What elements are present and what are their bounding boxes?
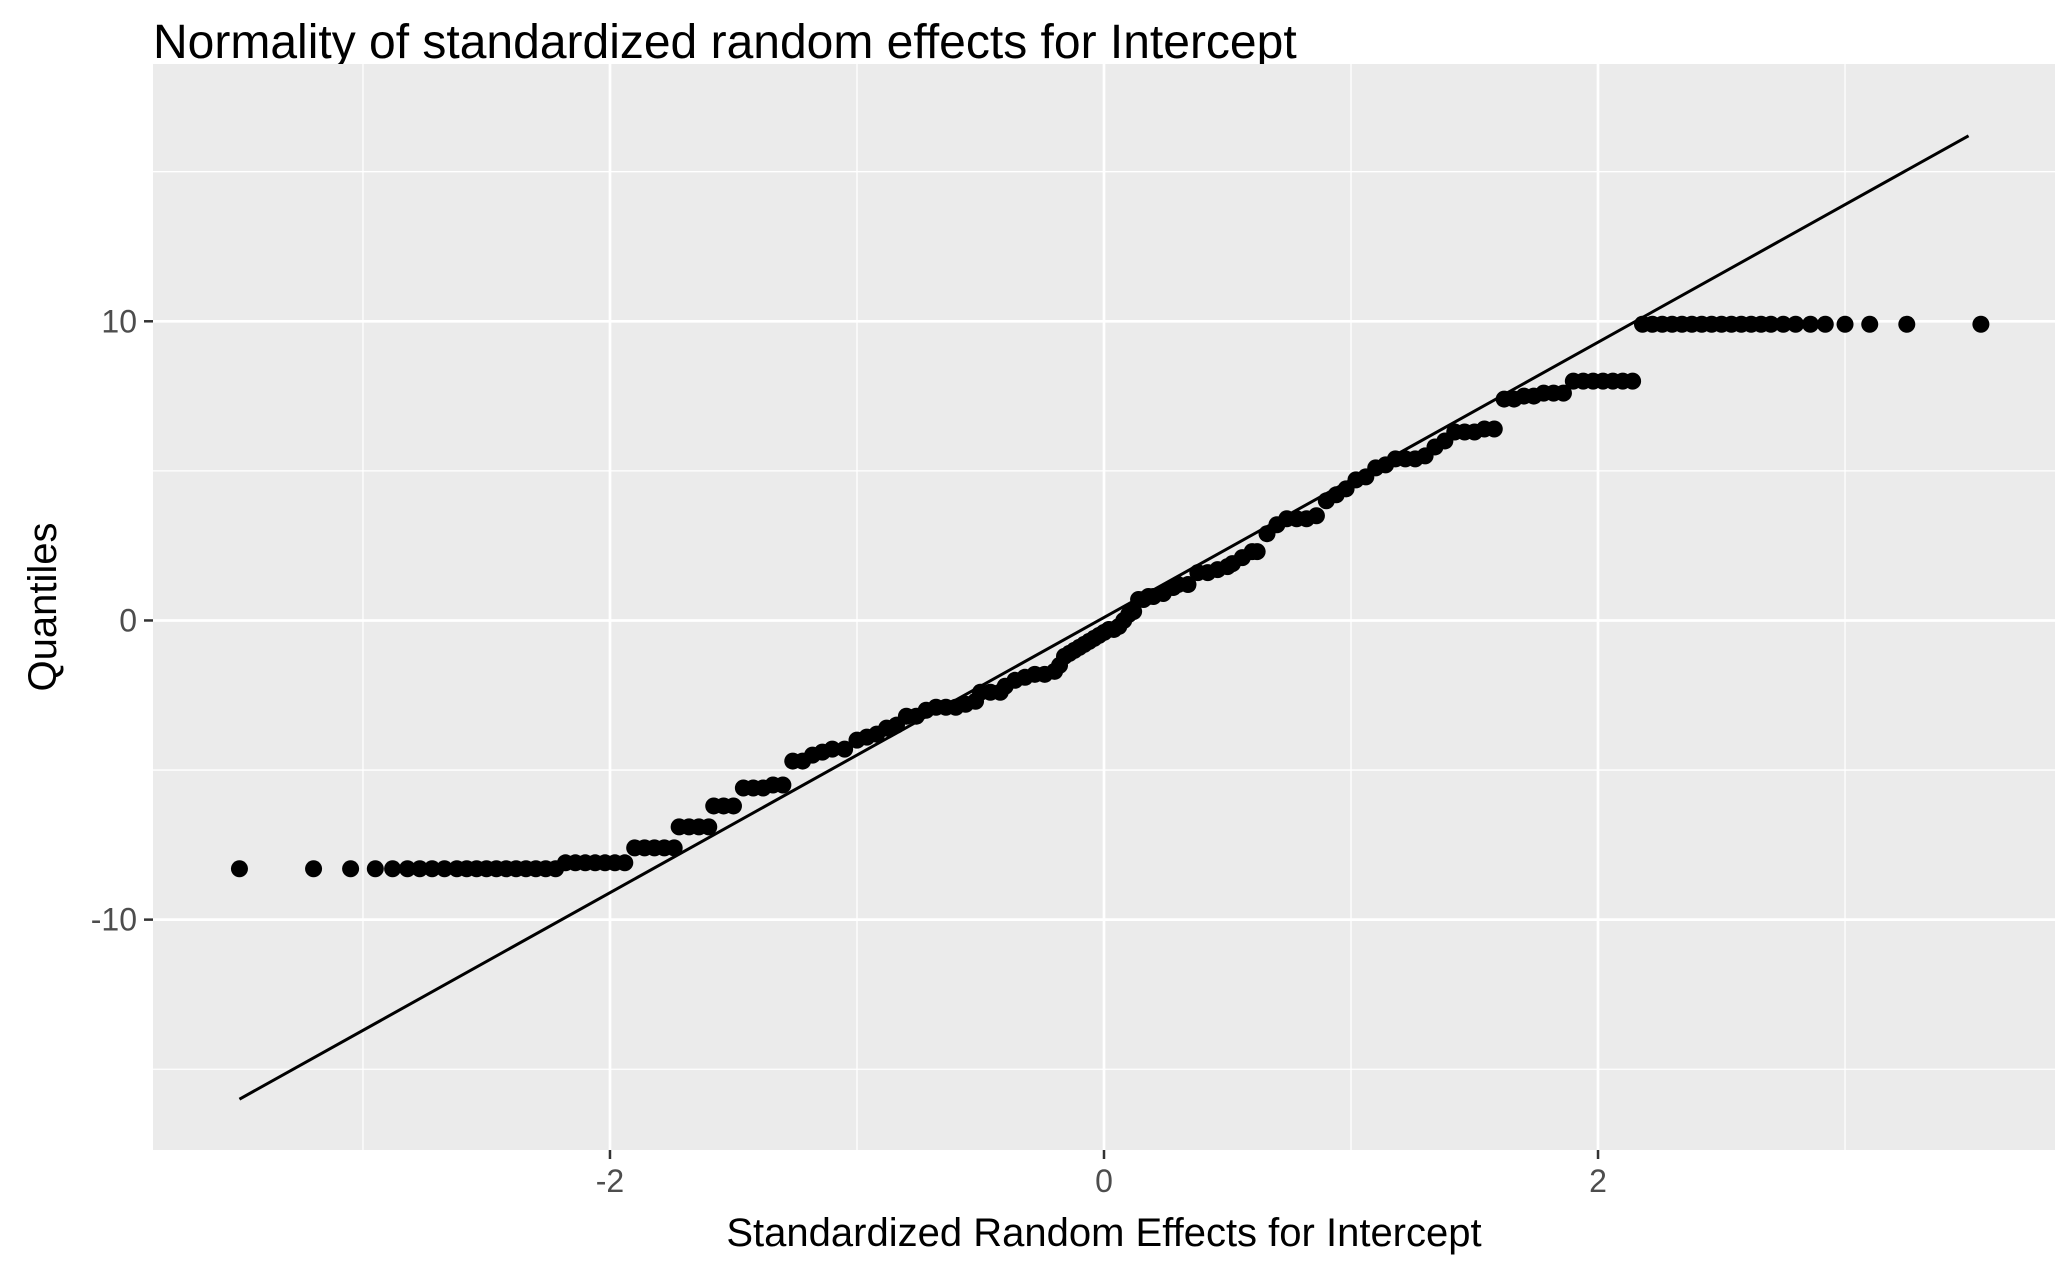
data-point-1 [305, 860, 323, 878]
data-point-141 [1624, 372, 1642, 390]
y-tick-label-1: 0 [119, 602, 137, 638]
data-point-158 [1801, 315, 1819, 333]
y-tick-label-0: -10 [91, 902, 137, 938]
data-point-31 [665, 839, 683, 857]
data-point-3 [366, 860, 384, 878]
data-point-155 [1762, 315, 1780, 333]
data-point-5 [398, 860, 416, 878]
x-tick-label-2: 2 [1589, 1163, 1607, 1199]
data-point-127 [1485, 420, 1503, 438]
x-axis-title: Standardized Random Effects for Intercep… [726, 1211, 1481, 1255]
x-tick-label-0: -2 [596, 1163, 624, 1199]
data-point-95 [1179, 576, 1197, 594]
data-point-163 [1972, 315, 1990, 333]
data-point-8 [435, 860, 453, 878]
data-point-35 [700, 818, 718, 836]
chart-title: Normality of standardized random effects… [153, 16, 1297, 69]
data-point-162 [1898, 315, 1916, 333]
data-point-26 [616, 854, 634, 872]
x-axis-ticks: -2 0 2 [596, 1150, 1607, 1199]
data-point-161 [1861, 315, 1879, 333]
data-point-7 [423, 860, 441, 878]
x-tick-label-1: 0 [1095, 1163, 1113, 1199]
data-point-2 [342, 860, 360, 878]
data-point-109 [1307, 507, 1325, 525]
y-axis-title: Quantiles [21, 523, 65, 692]
data-point-134 [1554, 384, 1572, 402]
y-axis-ticks: -10 0 10 [91, 303, 153, 938]
major-gridlines [153, 64, 2055, 1150]
y-tick-label-2: 10 [101, 303, 137, 339]
data-point-48 [823, 740, 841, 758]
data-point-4 [384, 860, 402, 878]
data-point-159 [1816, 315, 1834, 333]
qq-reference-line [238, 134, 1970, 1101]
data-point-49 [836, 740, 854, 758]
data-point-160 [1836, 315, 1854, 333]
data-point-43 [774, 776, 792, 794]
data-point-156 [1774, 315, 1792, 333]
data-point-6 [411, 860, 429, 878]
reference-line-group [238, 134, 1970, 1101]
data-point-157 [1787, 315, 1805, 333]
data-points [230, 315, 1990, 878]
data-point-103 [1248, 543, 1266, 561]
data-point-38 [724, 797, 742, 815]
data-point-0 [230, 860, 248, 878]
